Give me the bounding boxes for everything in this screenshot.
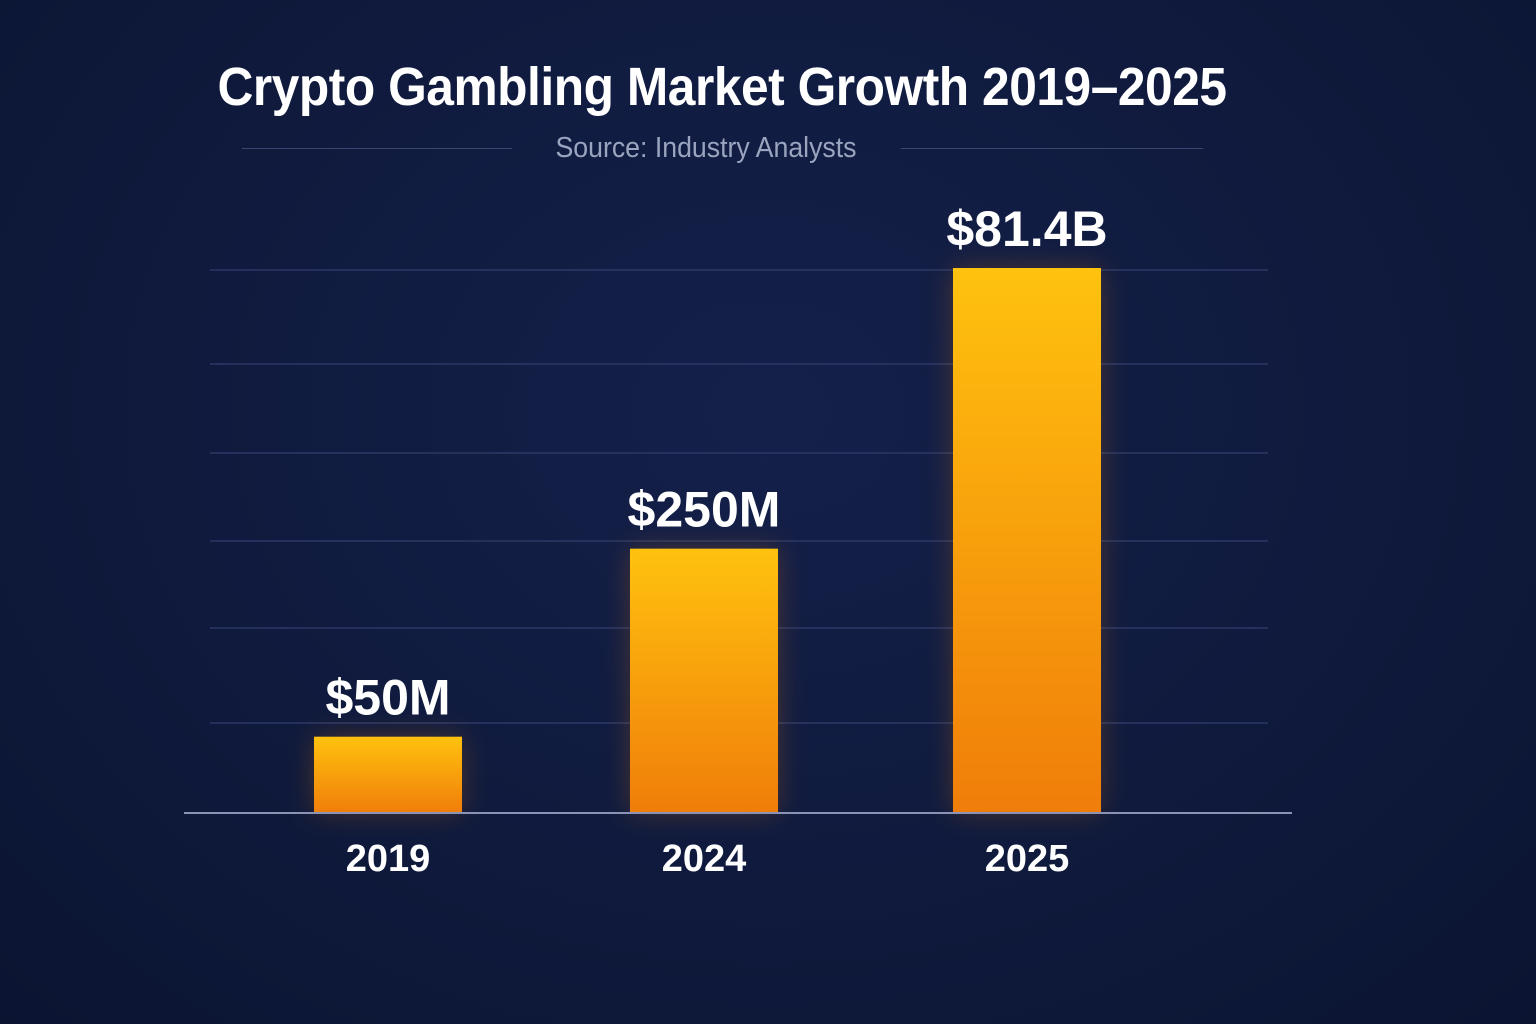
subtitle-rule-left bbox=[242, 148, 512, 149]
category-label-2025: 2025 bbox=[985, 838, 1070, 880]
subtitle-rule-right bbox=[901, 148, 1203, 149]
chart-title: Crypto Gambling Market Growth 2019–2025 bbox=[217, 57, 1227, 117]
value-label-2025: $81.4B bbox=[946, 201, 1107, 257]
category-label-2019: 2019 bbox=[346, 838, 431, 880]
bar-2025 bbox=[953, 268, 1101, 813]
value-label-2019: $50M bbox=[325, 670, 450, 726]
bar-labels: $50M 2019 $250M 2024 $81.4B 2025 bbox=[325, 201, 1107, 880]
value-label-2024: $250M bbox=[628, 482, 781, 538]
category-label-2024: 2024 bbox=[662, 838, 747, 880]
bar-2024 bbox=[630, 548, 778, 813]
bar-2019 bbox=[314, 736, 462, 813]
bars bbox=[314, 268, 1101, 813]
chart-subtitle: Source: Industry Analysts bbox=[555, 132, 857, 164]
